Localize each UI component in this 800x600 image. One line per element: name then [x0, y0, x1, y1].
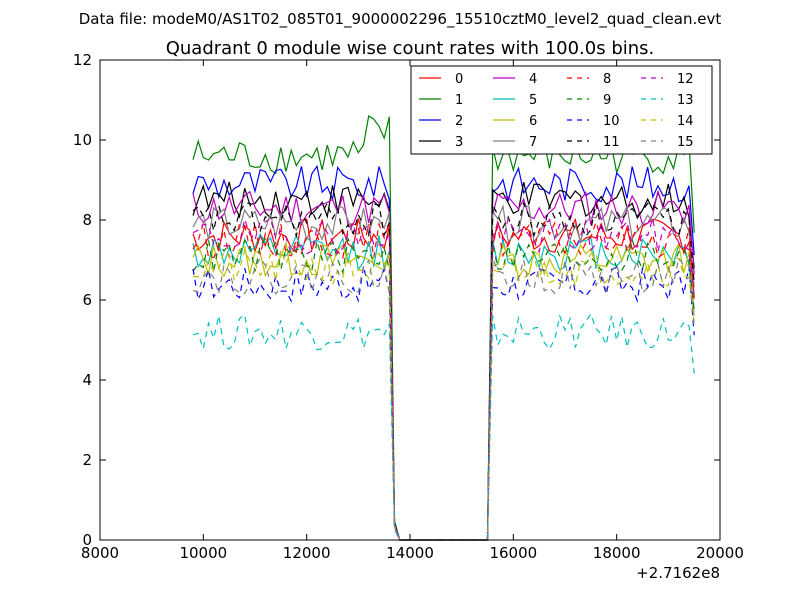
legend-label-8: 8	[603, 72, 611, 87]
legend-label-3: 3	[455, 135, 463, 150]
x-tick-label: 20000	[696, 544, 744, 562]
series-line-5	[192, 232, 695, 541]
x-tick-label: 12000	[283, 544, 331, 562]
y-tick-label: 12	[73, 51, 92, 69]
series-line-7	[192, 204, 695, 541]
x-tick-label: 16000	[489, 544, 537, 562]
legend-label-14: 14	[677, 114, 694, 129]
series-line-15	[192, 256, 695, 541]
legend-label-4: 4	[529, 72, 537, 87]
series-line-10	[192, 265, 695, 541]
x-tick-label: 8000	[81, 544, 119, 562]
legend-label-1: 1	[455, 93, 463, 108]
series-line-12	[192, 216, 695, 541]
series-line-13	[192, 312, 695, 541]
y-tick-label: 6	[82, 291, 92, 309]
legend-label-7: 7	[529, 135, 537, 150]
x-tick-label: 18000	[593, 544, 641, 562]
legend-box	[410, 65, 713, 155]
y-tick-label: 4	[82, 371, 92, 389]
legend-label-9: 9	[603, 93, 611, 108]
x-tick-label: 10000	[179, 544, 227, 562]
legend-label-5: 5	[529, 93, 537, 108]
series-layer	[192, 115, 695, 541]
y-tick-label: 10	[73, 131, 92, 149]
series-line-6	[192, 240, 695, 541]
legend-label-2: 2	[455, 114, 463, 129]
y-tick-label: 2	[82, 451, 92, 469]
x-offset-label: +2.7162e8	[636, 564, 720, 582]
legend-label-10: 10	[603, 114, 620, 129]
series-line-8	[192, 220, 695, 541]
series-line-1	[192, 115, 695, 541]
legend-label-13: 13	[677, 93, 694, 108]
y-tick-label: 0	[82, 531, 92, 549]
x-tick-label: 14000	[386, 544, 434, 562]
legend-label-0: 0	[455, 72, 463, 87]
chart-suptitle: Data file: modeM0/AS1T02_085T01_90000022…	[79, 10, 722, 29]
legend-label-11: 11	[603, 135, 620, 150]
legend-label-15: 15	[677, 135, 694, 150]
series-line-14	[192, 247, 695, 541]
series-line-0	[192, 217, 695, 541]
ticks-layer: 8000 10000 12000 14000 16000 18000 20000 0 2 4 6 8 1…	[73, 51, 744, 562]
y-tick-label: 8	[82, 211, 92, 229]
chart-title: Quadrant 0 module wise count rates with …	[166, 38, 655, 59]
legend-label-6: 6	[529, 114, 537, 129]
legend-label-12: 12	[677, 72, 694, 87]
